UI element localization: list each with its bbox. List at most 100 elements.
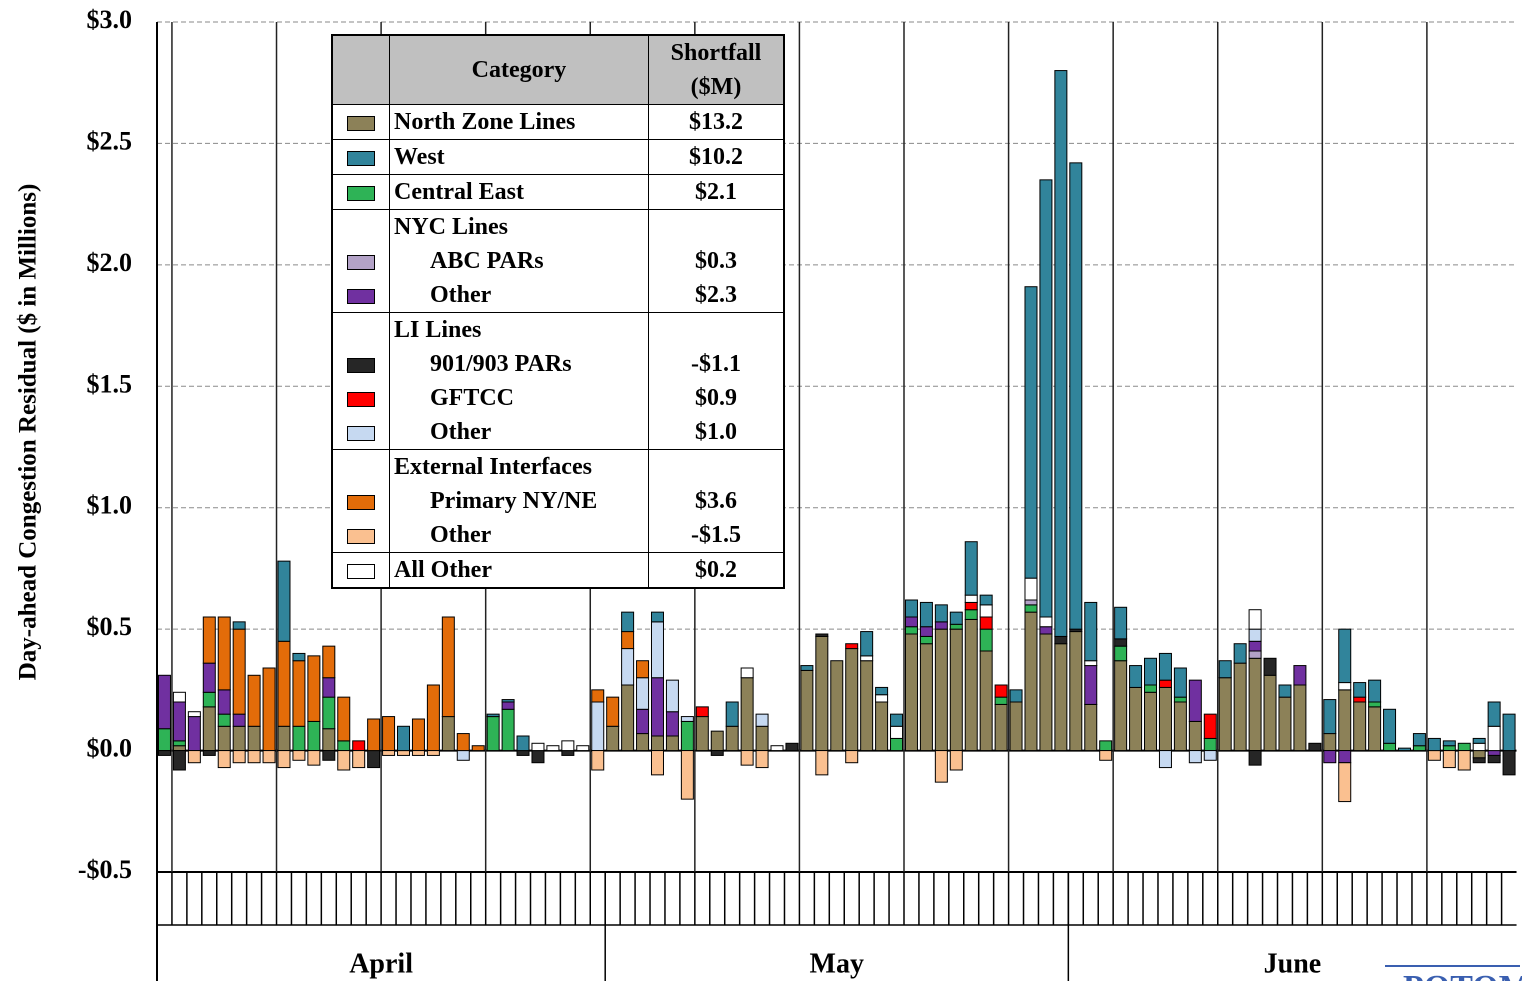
bar-segment xyxy=(247,674,261,727)
bar-segment xyxy=(860,631,874,657)
bar-segment xyxy=(456,750,470,761)
legend-label: North Zone Lines xyxy=(389,104,649,140)
bar-segment xyxy=(1442,740,1456,747)
bar-segment xyxy=(202,750,216,756)
bar-segment xyxy=(710,730,724,752)
bar-segment xyxy=(157,728,171,752)
bar-segment xyxy=(860,655,874,662)
legend-swatch xyxy=(347,254,375,270)
bar-segment xyxy=(1039,179,1053,618)
bar-segment xyxy=(800,665,814,671)
bar-segment xyxy=(1248,657,1262,752)
bar-segment xyxy=(232,750,246,764)
bar-segment xyxy=(919,635,933,645)
legend-cell xyxy=(648,312,785,347)
bar-segment xyxy=(1173,701,1187,752)
bar-segment xyxy=(322,750,336,761)
legend-header-cell xyxy=(331,35,390,105)
bar-segment xyxy=(292,652,306,662)
bar-segment xyxy=(382,716,396,752)
bar-segment xyxy=(247,725,261,752)
legend-total: $10.2 xyxy=(648,139,785,175)
y-tick-label: $0.0 xyxy=(87,734,133,763)
bar-segment xyxy=(1323,733,1337,752)
bar-segment xyxy=(337,696,351,742)
bar-segment xyxy=(1024,604,1038,613)
legend-swatch xyxy=(347,563,375,579)
bar-segment xyxy=(919,626,933,637)
y-tick-label: $1.0 xyxy=(87,491,133,520)
bar-segment xyxy=(1338,762,1352,803)
bar-segment xyxy=(456,733,470,752)
bar-segment xyxy=(815,633,829,637)
bar-segment xyxy=(1084,660,1098,667)
bar-segment xyxy=(1039,626,1053,635)
bar-segment xyxy=(949,628,963,752)
bar-segment xyxy=(1293,665,1307,686)
bar-segment xyxy=(1248,628,1262,642)
bar-segment xyxy=(1188,720,1202,752)
bar-segment xyxy=(1263,657,1277,676)
bar-segment xyxy=(187,750,201,764)
bar-segment xyxy=(785,742,799,752)
bar-segment xyxy=(1129,686,1143,752)
bar-segment xyxy=(621,611,635,633)
bar-segment xyxy=(994,696,1008,705)
legend-cell xyxy=(648,449,785,484)
legend-cell xyxy=(331,139,390,175)
legend-cell xyxy=(331,244,390,278)
bar-segment xyxy=(217,616,231,691)
bar-segment xyxy=(740,750,754,766)
bar-segment xyxy=(1338,628,1352,684)
bar-segment xyxy=(1368,706,1382,752)
bar-segment xyxy=(277,750,291,769)
legend-group-title: NYC Lines xyxy=(389,209,649,244)
bar-segment xyxy=(680,716,694,722)
bar-segment xyxy=(1487,701,1501,727)
bar-segment xyxy=(650,621,664,679)
bar-segment xyxy=(1158,679,1172,688)
bar-segment xyxy=(1353,696,1367,703)
bar-segment xyxy=(486,713,500,718)
bar-segment xyxy=(904,616,918,628)
bar-segment xyxy=(621,631,635,650)
bar-segment xyxy=(964,609,978,620)
legend-cell xyxy=(331,312,390,347)
bar-segment xyxy=(501,701,515,710)
bar-segment xyxy=(1248,650,1262,659)
bar-segment xyxy=(890,725,904,739)
bar-segment xyxy=(516,750,530,756)
bar-segment xyxy=(486,716,500,752)
bar-segment xyxy=(1278,696,1292,752)
legend-group-row: LI Lines xyxy=(331,312,785,347)
legend-row: Other -$1.5 xyxy=(331,518,785,553)
bar-segment xyxy=(1099,740,1113,752)
bar-segment xyxy=(172,745,186,752)
bar-segment xyxy=(875,694,889,703)
bar-segment xyxy=(531,750,545,764)
bar-segment xyxy=(650,750,664,776)
bar-segment xyxy=(367,750,381,769)
bar-segment xyxy=(1114,606,1128,640)
bar-segment xyxy=(606,725,620,752)
bar-segment xyxy=(322,645,336,679)
bar-segment xyxy=(1472,742,1486,752)
bar-segment xyxy=(755,750,769,769)
bar-segment xyxy=(1188,679,1202,722)
bar-segment xyxy=(1203,737,1217,752)
bar-segment xyxy=(292,750,306,761)
bar-segment xyxy=(202,706,216,752)
legend-label: Primary NY/NE xyxy=(389,484,649,518)
bar-segment xyxy=(262,750,276,764)
bar-segment xyxy=(426,750,440,756)
bar-segment xyxy=(650,735,664,752)
bar-segment xyxy=(232,628,246,715)
y-tick-label: $1.5 xyxy=(87,369,133,398)
bar-segment xyxy=(1427,737,1441,752)
legend-total: $2.1 xyxy=(648,174,785,210)
bar-segment xyxy=(591,701,605,752)
bar-segment xyxy=(1069,631,1083,752)
bar-segment xyxy=(904,633,918,752)
bar-segment xyxy=(1099,750,1113,761)
bar-segment xyxy=(680,750,694,800)
